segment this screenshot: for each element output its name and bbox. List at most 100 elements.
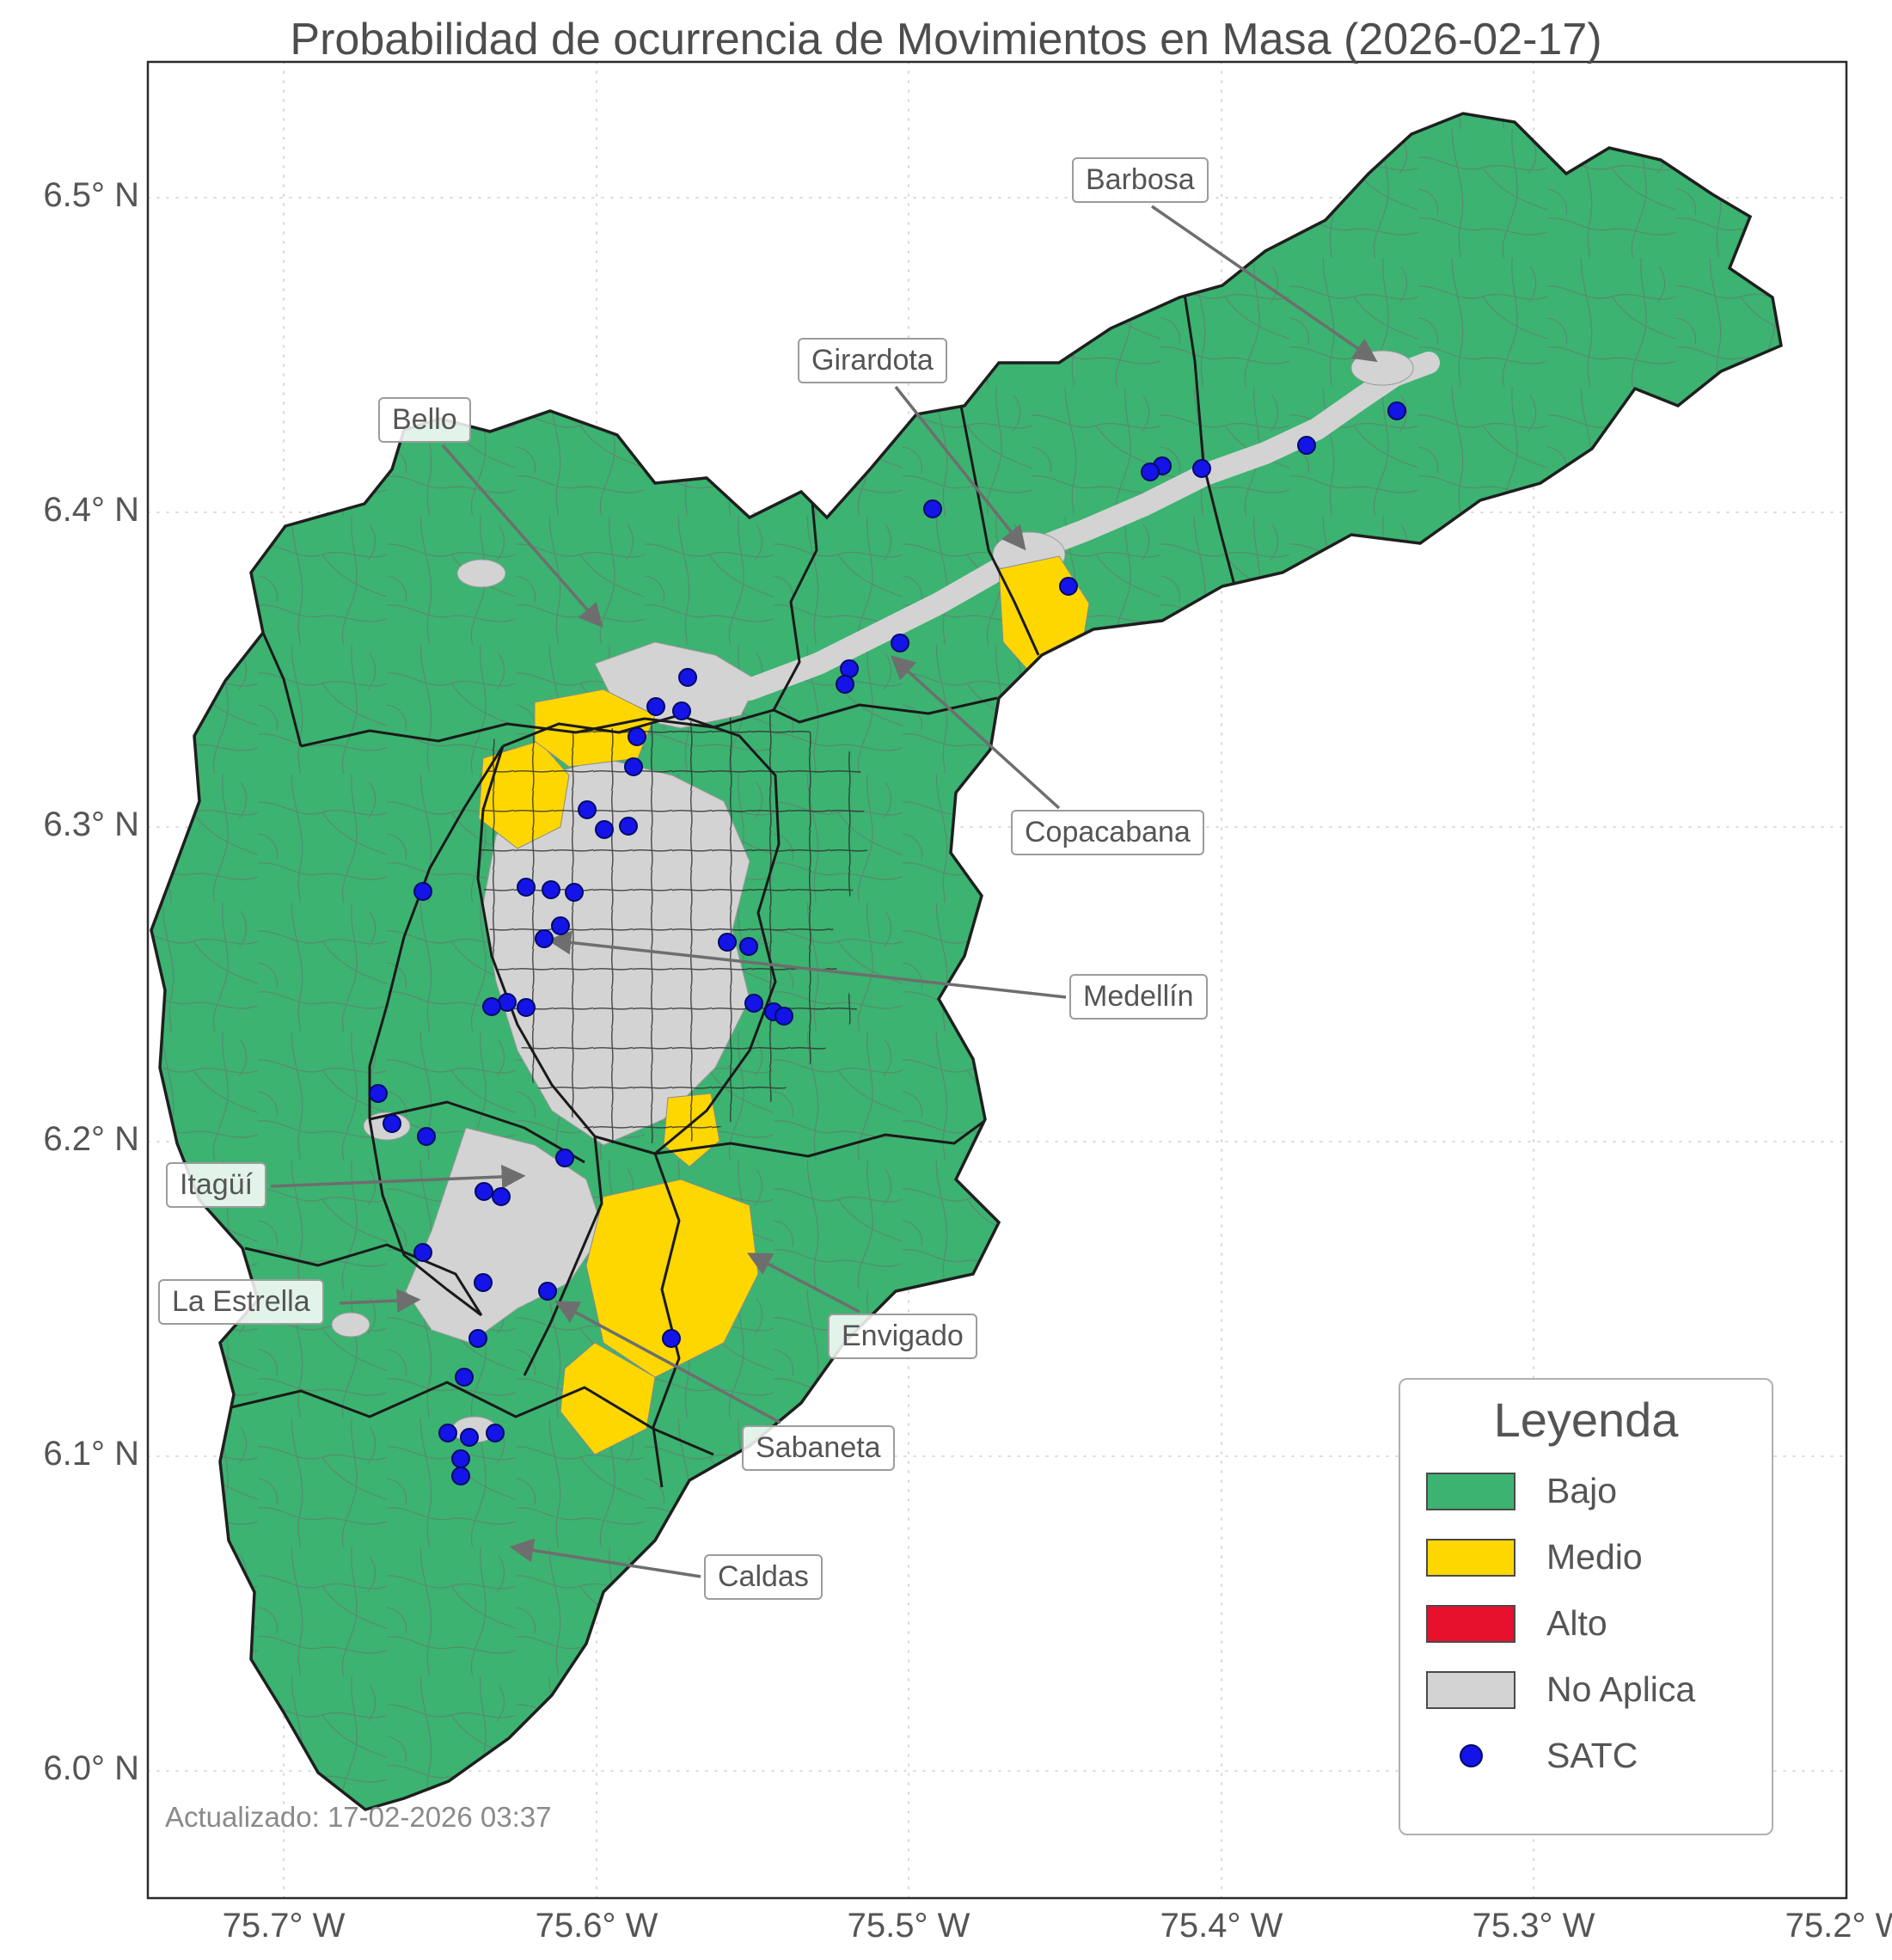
satc-station-dot xyxy=(492,1187,511,1206)
annotation-label-sabaneta: Sabaneta xyxy=(742,1425,895,1471)
satc-station-dot xyxy=(455,1368,474,1387)
legend-item-no-aplica: No Aplica xyxy=(1400,1657,1772,1723)
satc-station-dot xyxy=(438,1424,457,1442)
municipality-border xyxy=(369,1100,585,1164)
satc-station-dot xyxy=(475,1182,493,1201)
municipality-border xyxy=(368,745,505,1119)
satc-station-dot xyxy=(775,1007,793,1026)
updated-timestamp: Actualizado: 17-02-2026 03:37 xyxy=(165,1801,552,1833)
legend-item-label: Medio xyxy=(1546,1537,1643,1577)
satc-station-dot xyxy=(417,1127,436,1146)
satc-station-dot xyxy=(595,820,614,839)
annotation-arrow-barbosa xyxy=(1151,205,1378,363)
legend-swatch-no-aplica-icon xyxy=(1426,1670,1515,1709)
x-axis-tick-label: 75.4° W xyxy=(1160,1907,1283,1945)
satc-station-dot xyxy=(624,757,643,776)
satc-station-dot xyxy=(542,880,560,899)
satc-station-dot xyxy=(538,1282,557,1301)
municipality-border xyxy=(959,405,1040,656)
legend-item-alto: Alto xyxy=(1400,1590,1772,1657)
satc-station-dot xyxy=(744,994,763,1013)
annotation-label-itagui: Itagüí xyxy=(166,1162,267,1208)
x-axis-tick-label: 75.6° W xyxy=(535,1907,658,1945)
x-axis-tick-label: 75.2° W xyxy=(1785,1907,1892,1945)
annotation-label-envigado: Envigado xyxy=(828,1314,977,1359)
river-corridor-urban-strip xyxy=(738,352,1440,701)
x-axis-tick-label: 75.3° W xyxy=(1472,1907,1595,1945)
x-axis-tick-label: 75.5° W xyxy=(847,1907,970,1945)
satc-station-dot xyxy=(474,1273,493,1292)
medio-risk-patch xyxy=(585,1179,759,1378)
annotation-arrow-sabaneta xyxy=(554,1301,781,1424)
municipality-border xyxy=(654,1118,988,1158)
annotation-arrow-caldas xyxy=(509,1538,701,1578)
municipality-border xyxy=(772,502,818,711)
y-axis-tick-label: 6.2° N xyxy=(43,1120,139,1158)
satc-station-dot xyxy=(555,1148,574,1167)
satc-station-dot xyxy=(451,1467,470,1485)
region-outline xyxy=(150,112,1783,1811)
annotation-arrow-bello xyxy=(441,444,603,628)
annotation-label-copacabana: Copacabana xyxy=(1011,810,1204,855)
municipality-border xyxy=(773,696,998,724)
satc-station-dot xyxy=(468,1329,487,1348)
satc-station-dot xyxy=(451,1449,470,1468)
satc-station-dot xyxy=(1141,462,1160,481)
satc-station-dot xyxy=(460,1428,479,1447)
satc-station-dot xyxy=(678,668,697,687)
annotation-label-barbosa: Barbosa xyxy=(1072,157,1209,203)
legend: Leyenda Bajo Medio Alto No Aplica SATC xyxy=(1399,1378,1773,1835)
x-axis-tick-label: 75.7° W xyxy=(222,1907,346,1945)
satc-station-dot xyxy=(369,1084,388,1103)
satc-station-dot xyxy=(628,727,646,746)
legend-item-label: SATC xyxy=(1546,1736,1638,1775)
legend-title: Leyenda xyxy=(1493,1393,1679,1447)
satc-station-dot xyxy=(517,878,536,897)
legend-item-label: Alto xyxy=(1546,1603,1607,1643)
legend-swatch-medio-icon xyxy=(1426,1538,1515,1577)
satc-station-dot xyxy=(840,659,859,678)
annotation-arrow-itagui xyxy=(270,1164,526,1189)
satc-station-dot xyxy=(891,634,909,652)
annotation-label-caldas: Caldas xyxy=(704,1554,823,1600)
satc-station-dot xyxy=(836,675,854,694)
legend-item-satc: SATC xyxy=(1400,1723,1772,1789)
satc-station-dot xyxy=(565,883,584,902)
y-axis-tick-label: 6.5° N xyxy=(43,176,139,214)
y-axis-tick-label: 6.1° N xyxy=(43,1435,139,1473)
satc-station-dot xyxy=(413,1243,432,1262)
figure-title: Probabilidad de ocurrencia de Movimiento… xyxy=(290,15,1602,64)
municipality-border xyxy=(227,1381,714,1456)
municipality-border xyxy=(300,708,775,748)
legend-item-label: Bajo xyxy=(1546,1471,1618,1510)
satc-station-dot xyxy=(1059,577,1078,596)
legend-swatch-bajo-icon xyxy=(1426,1472,1515,1510)
municipality-border xyxy=(368,1118,482,1317)
urban-area-no-aplica xyxy=(456,559,506,588)
y-axis-tick-label: 6.3° N xyxy=(43,805,139,843)
satc-marker-icon xyxy=(1426,1737,1515,1775)
satc-station-dot xyxy=(923,499,942,518)
annotation-label-medellin: Medellín xyxy=(1069,974,1208,1020)
y-axis-tick-label: 6.0° N xyxy=(43,1749,139,1787)
satc-station-dot xyxy=(482,997,501,1016)
satc-station-dot xyxy=(535,929,554,948)
satc-station-dot xyxy=(517,998,536,1017)
legend-item-medio: Medio xyxy=(1400,1524,1772,1590)
municipality-border xyxy=(523,1136,603,1376)
municipality-border xyxy=(244,1243,483,1316)
satc-station-dot xyxy=(672,701,691,720)
satc-station-dot xyxy=(662,1329,681,1348)
satc-station-dot xyxy=(486,1424,505,1442)
legend-swatch-alto-icon xyxy=(1426,1604,1515,1643)
legend-item-bajo: Bajo xyxy=(1400,1458,1772,1524)
annotation-label-la-estrella: La Estrella xyxy=(158,1279,324,1325)
legend-item-label: No Aplica xyxy=(1546,1669,1696,1709)
y-axis-tick-label: 6.4° N xyxy=(43,491,139,529)
annotation-label-girardota: Girardota xyxy=(798,338,947,383)
annotation-arrow-envigado xyxy=(747,1253,860,1314)
urban-area-no-aplica xyxy=(1350,350,1414,386)
satc-station-dot xyxy=(619,817,638,836)
